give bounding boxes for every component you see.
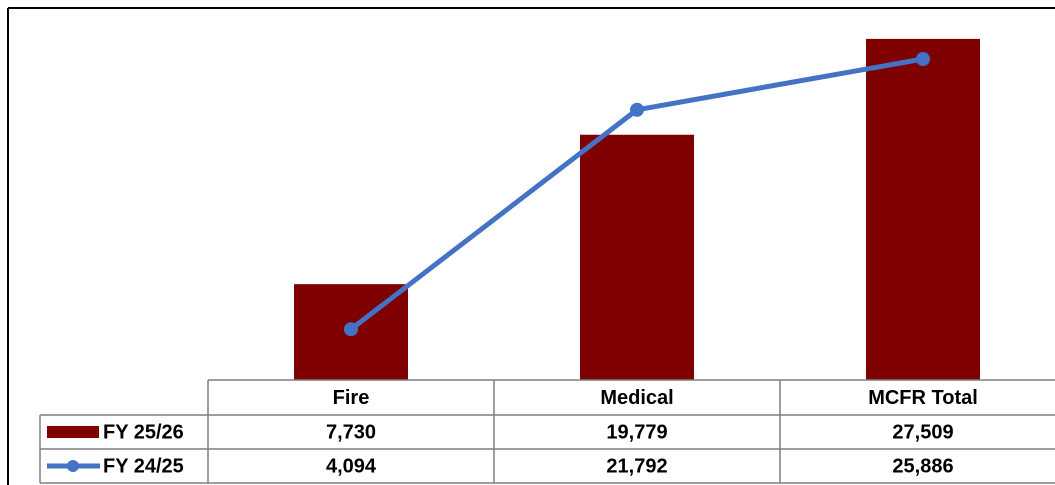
bar	[580, 134, 694, 380]
category-label: Fire	[333, 387, 370, 409]
line-marker	[344, 322, 358, 337]
table-value: 7,730	[326, 421, 376, 443]
table-value: 19,779	[606, 421, 667, 443]
category-label: Medical	[600, 387, 673, 409]
bar	[866, 38, 980, 381]
legend-label: FY 25/26	[103, 421, 184, 443]
legend-key	[67, 460, 79, 472]
line-marker	[630, 102, 644, 117]
category-label: MCFR Total	[868, 387, 978, 409]
legend-label: FY 24/25	[103, 455, 184, 477]
table-value: 4,094	[326, 455, 377, 477]
table-value: 21,792	[606, 455, 667, 477]
line-marker	[916, 52, 930, 67]
table-value: 27,509	[892, 421, 953, 443]
table-value: 25,886	[892, 455, 953, 477]
legend-key	[47, 426, 99, 438]
